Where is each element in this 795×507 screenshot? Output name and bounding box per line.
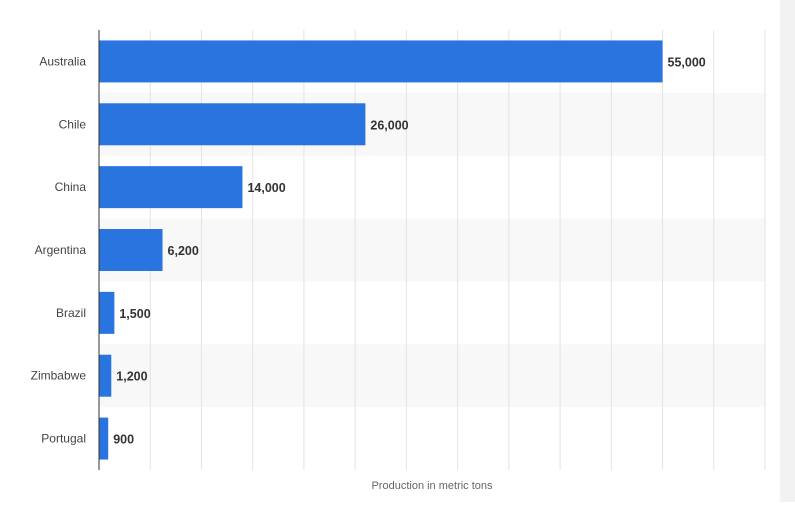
category-label: Argentina <box>35 243 87 257</box>
bars <box>99 40 663 460</box>
value-labels: 55,000 26,000 14,000 6,200 1,500 1,200 900 <box>113 55 706 446</box>
bar-brazil[interactable] <box>99 291 115 334</box>
bar-zimbabwe[interactable] <box>99 354 112 397</box>
category-label: Chile <box>59 117 87 131</box>
bar-argentina[interactable] <box>99 229 163 271</box>
category-label: China <box>55 180 87 194</box>
bar-australia[interactable] <box>99 40 663 83</box>
value-label: 6,200 <box>168 244 199 258</box>
row-band <box>99 218 765 282</box>
right-scroll-strip <box>780 0 795 502</box>
value-label: 1,500 <box>119 307 150 321</box>
bar-chile[interactable] <box>99 103 366 146</box>
value-label: 14,000 <box>247 181 285 195</box>
bar-china[interactable] <box>99 166 243 209</box>
category-label: Portugal <box>41 432 86 446</box>
x-axis-title: Production in metric tons <box>371 480 493 492</box>
value-label: 26,000 <box>370 118 408 132</box>
row-band <box>99 344 765 408</box>
value-label: 55,000 <box>668 55 706 69</box>
bar-portugal[interactable] <box>99 417 109 460</box>
category-label: Australia <box>39 54 86 68</box>
value-label: 900 <box>113 433 134 447</box>
category-label: Brazil <box>56 306 86 320</box>
value-label: 1,200 <box>116 370 147 384</box>
category-labels: Australia Chile China Argentina Brazil Zimbab… <box>31 54 87 445</box>
category-label: Zimbabwe <box>31 369 87 383</box>
